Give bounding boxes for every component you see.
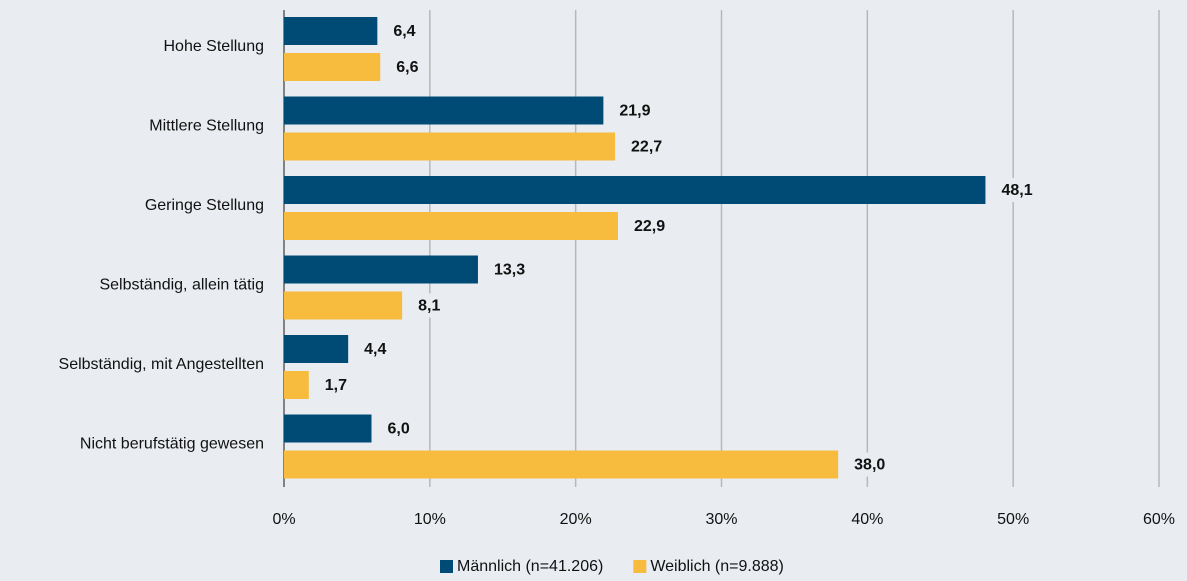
value-label: 13,3 (494, 262, 525, 279)
value-label: 22,9 (634, 218, 665, 235)
value-label-bg (412, 293, 447, 318)
value-label-bg (487, 257, 532, 282)
x-tick-label: 0% (272, 511, 295, 528)
y-tick-label: Geringe Stellung (145, 197, 264, 214)
value-label-bg (848, 452, 892, 477)
x-tick-label: 40% (851, 511, 883, 528)
bar (284, 96, 604, 125)
value-label: 8,1 (418, 298, 440, 315)
y-tick-label: Selbständig, allein tätig (99, 277, 264, 294)
y-tick-label: Mittlere Stellung (149, 118, 264, 135)
legend-label: Männlich (n=41.206) (457, 558, 603, 575)
value-label: 6,0 (388, 421, 410, 438)
x-tick-label: 60% (1143, 511, 1175, 528)
bar (284, 414, 372, 443)
y-tick-label: Selbständig, mit Angestellten (59, 356, 264, 373)
y-tick-label: Hohe Stellung (163, 38, 264, 55)
value-label-bg (625, 134, 669, 159)
x-tick-label: 30% (705, 511, 737, 528)
value-label: 6,4 (393, 23, 415, 40)
x-tick-label: 20% (560, 511, 592, 528)
legend-swatch (440, 560, 453, 573)
legend-label: Weiblich (n=9.888) (650, 558, 784, 575)
value-label: 1,7 (325, 377, 347, 394)
bar (284, 450, 839, 479)
bar (284, 291, 403, 320)
bar (284, 17, 378, 45)
value-label: 48,1 (1001, 182, 1032, 199)
value-label-bg (390, 55, 425, 79)
legend-swatch (633, 560, 647, 573)
value-label-bg (381, 416, 416, 441)
value-label-bg (318, 373, 354, 397)
bar (284, 53, 381, 81)
value-label: 22,7 (631, 139, 662, 156)
bar (284, 132, 616, 161)
bar (284, 176, 986, 204)
value-label-bg (387, 19, 422, 43)
value-label-bg (358, 337, 393, 361)
value-label-bg (627, 214, 672, 238)
x-tick-label: 50% (997, 511, 1029, 528)
value-label-bg (613, 98, 657, 123)
bar (284, 212, 618, 240)
value-label: 6,6 (396, 59, 418, 76)
bar (284, 335, 349, 363)
bar (284, 371, 309, 399)
bar (284, 255, 478, 284)
value-label: 4,4 (364, 341, 386, 358)
y-tick-label: Nicht berufstätig gewesen (80, 436, 264, 453)
value-label: 38,0 (854, 457, 885, 474)
value-label-bg (995, 178, 1039, 202)
x-tick-label: 10% (414, 511, 446, 528)
value-label: 21,9 (619, 103, 650, 120)
